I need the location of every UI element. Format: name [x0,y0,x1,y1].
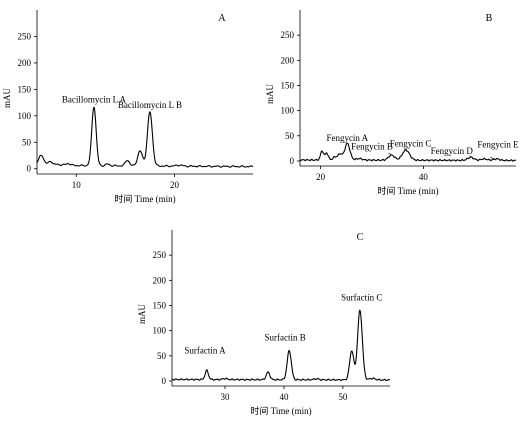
y-tick-label: 0 [162,376,167,386]
peak-pointer-line [405,148,408,151]
peak-label: Bacillomycin L B [118,100,182,110]
y-tick-label: 150 [18,84,32,94]
x-tick-label: 30 [221,392,231,402]
y-tick-label: 100 [153,326,167,336]
y-tick-label: 50 [285,131,295,141]
peak-label: Bacillomycin L A [62,95,127,105]
chromatogram-trace [36,106,254,168]
panel-letter: A [218,13,226,24]
y-tick-label: 150 [281,80,295,90]
x-tick-label: 40 [279,392,289,402]
y-tick-label: 250 [153,250,167,260]
y-tick-label: 0 [27,164,32,174]
x-axis-title: 时间 Time (min) [377,185,438,196]
x-axis-title: 时间 Time (min) [250,405,311,416]
y-tick-label: 200 [281,55,295,65]
panel-b-chromatogram: 0 50 100 150 200 250 20 40 mAU 时间 Time (min) B Feng… [265,10,519,196]
y-tick-label: 0 [290,156,295,166]
y-tick-label: 50 [22,137,32,147]
x-tick-label: 50 [338,392,348,402]
peak-label: Fengycin A [326,133,368,143]
y-tick-label: 250 [18,31,32,41]
x-tick-label: 40 [419,172,429,182]
peak-label: Surfactin B [264,333,305,343]
peak-label: Fengycin B [351,141,393,151]
chromatogram-trace [171,309,391,382]
peak-pointer-line [490,157,494,159]
peak-label: Surfactin C [341,292,382,302]
y-axis-title: mAU [137,304,147,325]
y-tick-label: 200 [153,275,167,285]
x-tick-label: 20 [170,180,180,190]
peak-label: Surfactin A [184,345,226,355]
x-tick-label: 10 [72,180,82,190]
y-tick-label: 50 [157,351,167,361]
panel-c-chromatogram: 0 50 100 150 200 250 30 40 50 mAU 时间 Time (min) C Su… [137,230,391,416]
y-axis-title: mAU [2,88,12,109]
panel-a-chromatogram: 0 50 100 150 200 250 10 20 mAU 时间 Time (min) A Baci… [2,10,254,204]
peak-pointer-line [469,155,471,158]
y-axis-title: mAU [265,84,275,105]
x-axis-title: 时间 Time (min) [114,193,175,204]
panel-letter: B [486,13,493,24]
y-tick-label: 100 [281,106,295,116]
peak-pointer-line [388,152,392,156]
y-tick-label: 100 [18,111,32,121]
peak-label: Fengycin D [431,146,474,156]
x-tick-label: 20 [316,172,326,182]
peak-label: Fengycin C [390,138,432,148]
y-tick-label: 200 [18,58,32,68]
panel-letter: C [357,232,364,243]
peak-label: Fengycin E [477,139,519,149]
y-tick-label: 250 [281,30,295,40]
y-tick-label: 150 [153,300,167,310]
chromatogram-trace [299,142,517,162]
